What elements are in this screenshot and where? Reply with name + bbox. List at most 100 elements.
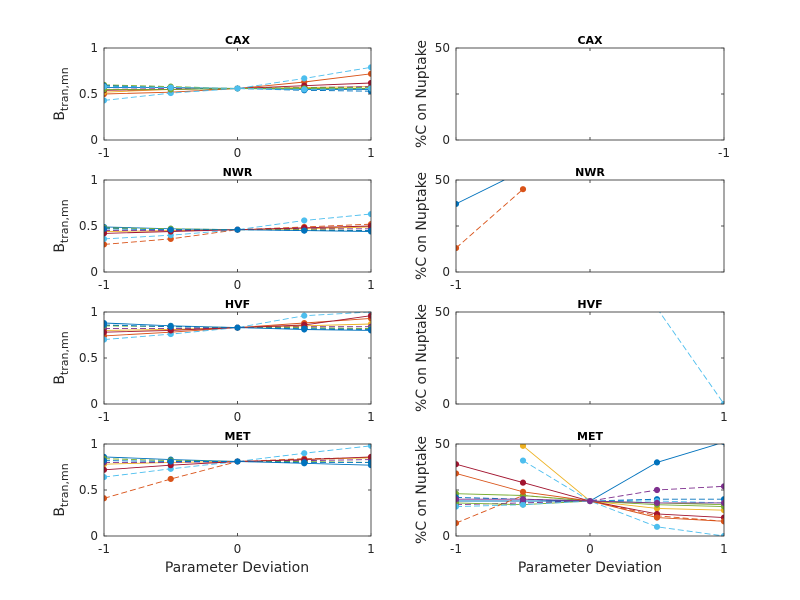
data-point: [234, 226, 241, 233]
data-point: [456, 496, 460, 503]
data-point: [301, 75, 308, 82]
data-point: [720, 518, 724, 525]
y-tick-label: 0: [90, 265, 98, 279]
x-axis-label-right: Parameter Deviation: [518, 560, 662, 576]
data-point: [167, 475, 174, 483]
y-tick-label: 1: [90, 437, 98, 451]
y-axis-label: Btran,mn: [52, 67, 71, 120]
y-tick-label: 0.5: [79, 483, 98, 497]
data-point: [301, 459, 308, 466]
plot-frame: [103, 179, 372, 273]
x-tick-label: 0: [234, 410, 242, 424]
x-axis-label-left: Parameter Deviation: [165, 560, 309, 576]
data-point: [519, 501, 527, 508]
series-line: [659, 312, 724, 404]
x-tick-label: 0: [234, 542, 242, 556]
y-tick-label: 0: [90, 133, 98, 147]
y-axis-label: Btran,mn: [52, 199, 71, 252]
series-line: [456, 180, 506, 205]
data-point: [301, 312, 308, 319]
y-axis-label: Btran,mn: [52, 331, 71, 384]
data-point: [720, 483, 724, 490]
y-tick-label: 0: [442, 133, 450, 147]
plot-area: [104, 444, 371, 536]
data-point: [167, 458, 174, 465]
y-tick-label: 0: [90, 397, 98, 411]
data-point: [653, 486, 661, 494]
x-tick-label: 0: [586, 542, 594, 556]
x-tick-label: 0: [234, 278, 242, 292]
data-point: [519, 186, 527, 193]
plot-frame: [455, 47, 725, 141]
subplot-hvf-c-uptake: 1 0 50 HVF %C on Nuptake: [414, 298, 728, 424]
data-point: [167, 84, 174, 91]
data-point: [519, 496, 527, 503]
data-point: [720, 532, 724, 536]
y-tick-label: 0.5: [79, 351, 98, 365]
y-tick-label: 1: [90, 305, 98, 319]
data-point: [519, 479, 527, 486]
subplot-nwr-c-uptake: -10 50 NWR %C on Nuptake: [414, 166, 725, 292]
x-tick-label: 1: [367, 278, 375, 292]
subplot-title: CAX: [225, 34, 251, 47]
subplot-title: CAX: [577, 34, 603, 47]
plot-area: [456, 180, 724, 272]
series-line: [456, 188, 524, 249]
y-tick-label: 0: [442, 265, 450, 279]
data-point: [301, 325, 308, 332]
data-point: [301, 227, 308, 234]
plot-frame: [103, 311, 372, 405]
subplot-title: HVF: [225, 298, 250, 311]
x-tick-label: -1: [718, 146, 730, 160]
plot-area: [104, 180, 371, 272]
y-tick-label: 50: [435, 173, 450, 187]
subplot-title: HVF: [577, 298, 602, 311]
plot-area: [456, 48, 724, 140]
data-point: [456, 470, 460, 477]
data-point: [653, 523, 661, 530]
plot-frame: [103, 47, 372, 141]
data-point: [586, 497, 594, 505]
data-point: [456, 520, 460, 527]
data-point: [653, 499, 661, 506]
series-line: [522, 460, 724, 536]
data-point: [720, 499, 724, 506]
data-point: [234, 458, 241, 465]
plot-frame: [455, 443, 725, 537]
plot-area: [456, 444, 724, 536]
y-tick-label: 1: [90, 41, 98, 55]
data-point: [167, 226, 174, 233]
y-axis-label: %C on Nuptake: [414, 304, 430, 412]
data-point: [653, 514, 661, 521]
data-point: [519, 457, 527, 464]
y-axis-label: Btran,mn: [52, 463, 71, 516]
x-tick-label: 1: [720, 542, 728, 556]
y-axis-label: %C on Nuptake: [414, 172, 430, 280]
data-point: [301, 86, 308, 93]
subplot-title: NWR: [575, 166, 605, 179]
subplot-cax-c-uptake: -1 0 50 CAX %C on Nuptake: [414, 34, 730, 160]
x-tick-label: -1: [98, 278, 110, 292]
plot-frame: [103, 443, 372, 537]
data-point: [234, 85, 241, 92]
plot-area: [456, 312, 724, 404]
y-tick-label: 1: [90, 173, 98, 187]
x-tick-label: -1: [450, 278, 462, 292]
y-tick-label: 0: [442, 529, 450, 543]
subplot-title: NWR: [223, 166, 253, 179]
x-tick-label: -1: [98, 410, 110, 424]
series-line: [522, 445, 724, 511]
x-tick-label: 0: [234, 146, 242, 160]
data-point: [456, 200, 460, 208]
subplot-title: MET: [225, 430, 251, 443]
data-point: [456, 503, 460, 510]
plot-area: [104, 48, 371, 140]
y-axis-label: %C on Nuptake: [414, 436, 430, 544]
x-tick-label: -1: [450, 542, 462, 556]
y-tick-label: 0: [90, 529, 98, 543]
y-tick-label: 50: [435, 41, 450, 55]
